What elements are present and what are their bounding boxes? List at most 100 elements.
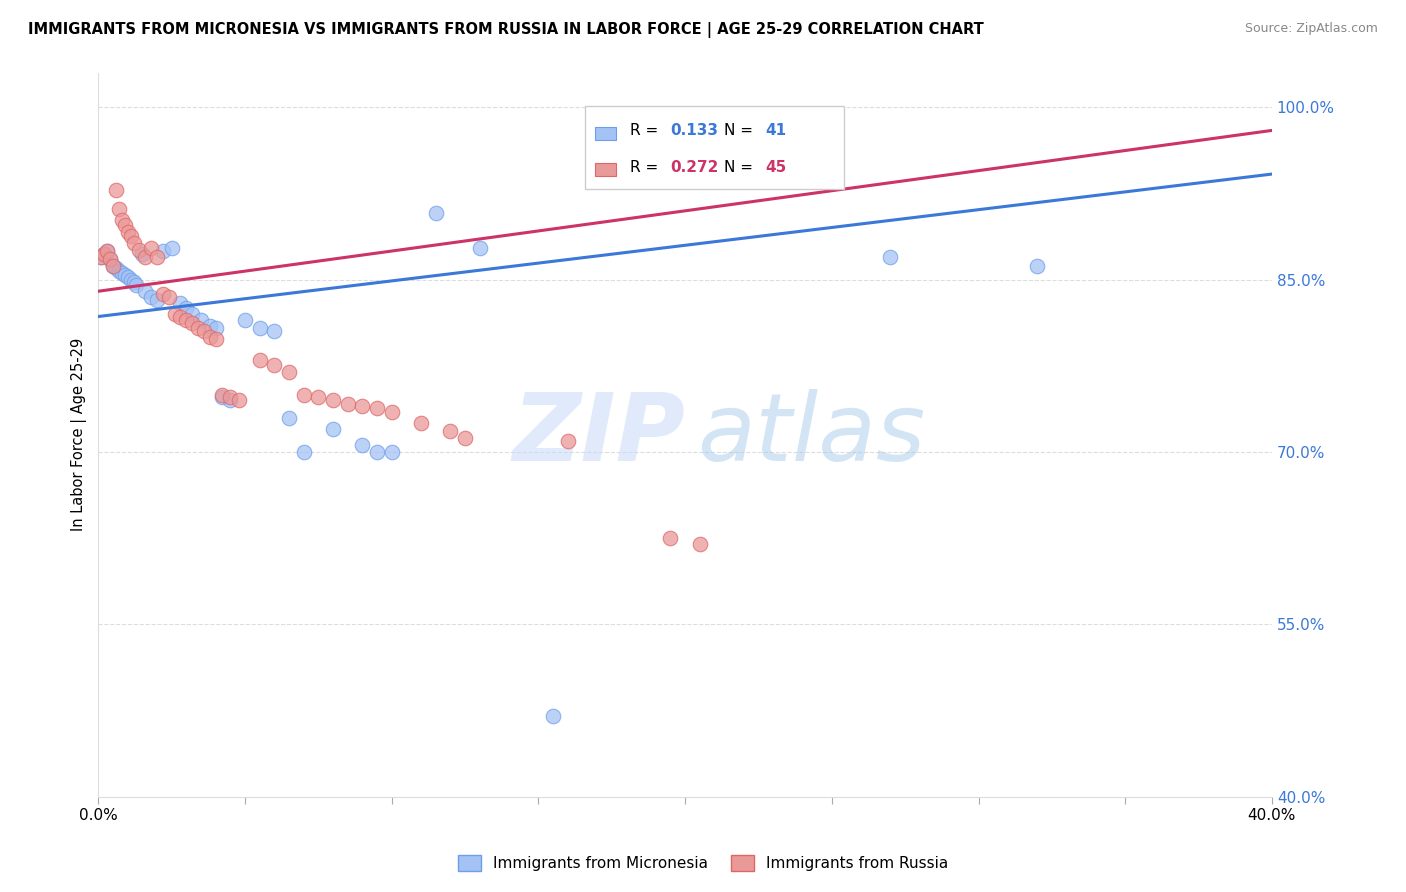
Point <box>228 393 250 408</box>
Point <box>141 290 163 304</box>
Text: R =: R = <box>630 160 664 175</box>
Point <box>198 318 221 333</box>
Point <box>111 213 134 227</box>
Text: atlas: atlas <box>697 389 925 480</box>
Point <box>101 259 124 273</box>
Text: Source: ZipAtlas.com: Source: ZipAtlas.com <box>1244 22 1378 36</box>
Point <box>292 445 315 459</box>
Point <box>157 290 180 304</box>
Point <box>90 250 112 264</box>
Text: N =: N = <box>724 123 758 138</box>
Point <box>146 293 169 308</box>
Point <box>122 235 145 250</box>
Point <box>120 273 142 287</box>
Point <box>190 313 212 327</box>
Point <box>193 325 215 339</box>
Point <box>211 387 233 401</box>
Point <box>111 266 134 280</box>
Text: 45: 45 <box>765 160 786 175</box>
Point <box>93 247 115 261</box>
Point <box>381 445 404 459</box>
Point <box>125 278 148 293</box>
Point <box>541 709 564 723</box>
Point <box>249 353 271 368</box>
Point <box>117 225 139 239</box>
Text: 41: 41 <box>765 123 786 138</box>
Point <box>176 301 198 316</box>
Point <box>322 422 344 436</box>
Point <box>439 425 461 439</box>
Point <box>425 206 447 220</box>
Point <box>169 310 191 324</box>
Text: IMMIGRANTS FROM MICRONESIA VS IMMIGRANTS FROM RUSSIA IN LABOR FORCE | AGE 25-29 : IMMIGRANTS FROM MICRONESIA VS IMMIGRANTS… <box>28 22 984 38</box>
Point <box>96 244 118 258</box>
Point <box>96 244 118 258</box>
Point <box>108 202 131 216</box>
Point <box>114 268 136 282</box>
Point <box>181 317 204 331</box>
Point <box>204 321 226 335</box>
Point <box>557 434 579 448</box>
Point <box>134 250 156 264</box>
Text: N =: N = <box>724 160 758 175</box>
Point <box>163 307 186 321</box>
Point <box>211 390 233 404</box>
Text: 0.133: 0.133 <box>669 123 718 138</box>
Point <box>468 241 491 255</box>
Point <box>454 431 477 445</box>
Point <box>141 241 163 255</box>
Point <box>117 270 139 285</box>
Point <box>336 397 359 411</box>
Point <box>108 263 131 277</box>
Point <box>1026 259 1049 273</box>
Point <box>134 284 156 298</box>
Point <box>152 244 174 258</box>
FancyBboxPatch shape <box>585 105 844 189</box>
Point <box>689 537 711 551</box>
Point <box>322 393 344 408</box>
Point <box>98 252 121 266</box>
Text: ZIP: ZIP <box>512 389 685 481</box>
Point <box>278 365 301 379</box>
Point <box>104 261 127 276</box>
Point <box>352 438 374 452</box>
Point <box>879 250 901 264</box>
Point <box>187 321 209 335</box>
Point <box>176 313 198 327</box>
Y-axis label: In Labor Force | Age 25-29: In Labor Force | Age 25-29 <box>72 338 87 532</box>
Point <box>381 405 404 419</box>
Point <box>101 259 124 273</box>
Point <box>233 313 256 327</box>
Point <box>409 417 432 431</box>
Point <box>128 243 150 257</box>
Point <box>114 218 136 232</box>
Point <box>249 321 271 335</box>
Point <box>204 333 226 347</box>
Point <box>104 183 127 197</box>
Point <box>120 229 142 244</box>
Point <box>263 358 285 372</box>
Point <box>181 307 204 321</box>
Point <box>292 387 315 401</box>
Point <box>219 393 242 408</box>
Point <box>160 241 183 255</box>
Point <box>93 247 115 261</box>
Point <box>307 390 329 404</box>
Point <box>366 445 388 459</box>
Point <box>90 250 112 264</box>
Point <box>169 295 191 310</box>
Point <box>98 252 121 266</box>
FancyBboxPatch shape <box>595 162 616 176</box>
Point <box>263 325 285 339</box>
Point <box>219 390 242 404</box>
Text: R =: R = <box>630 123 664 138</box>
Point <box>131 247 153 261</box>
Point <box>198 330 221 344</box>
Point <box>152 286 174 301</box>
Point <box>659 531 682 545</box>
Point <box>366 401 388 416</box>
Point <box>278 410 301 425</box>
Point <box>146 250 169 264</box>
Point <box>352 399 374 413</box>
Legend: Immigrants from Micronesia, Immigrants from Russia: Immigrants from Micronesia, Immigrants f… <box>451 849 955 877</box>
